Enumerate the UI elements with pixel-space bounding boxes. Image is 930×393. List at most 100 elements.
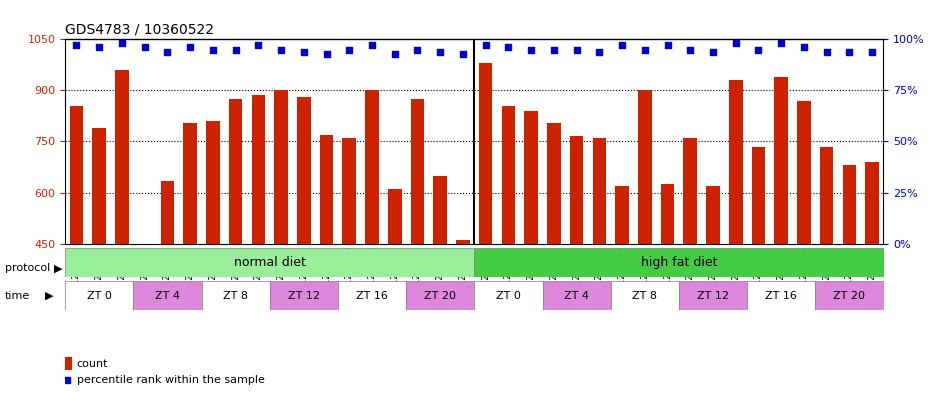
Text: ZT 4: ZT 4	[155, 291, 179, 301]
Point	[842, 48, 857, 55]
Point	[273, 46, 288, 53]
Text: ▶: ▶	[45, 290, 53, 301]
FancyBboxPatch shape	[338, 281, 406, 310]
Point	[569, 46, 584, 53]
Bar	[274, 90, 288, 393]
Bar	[115, 70, 128, 393]
Bar	[183, 123, 197, 393]
Bar	[388, 189, 402, 393]
Bar	[479, 63, 493, 393]
Point	[524, 46, 538, 53]
Bar	[797, 101, 811, 393]
Text: count: count	[76, 358, 108, 369]
Point	[501, 44, 516, 51]
FancyBboxPatch shape	[474, 248, 884, 277]
Point	[456, 50, 471, 57]
FancyBboxPatch shape	[202, 281, 270, 310]
Point	[92, 44, 107, 51]
Bar	[660, 184, 674, 393]
Point	[660, 42, 675, 49]
Bar	[65, 357, 73, 369]
Bar	[843, 165, 857, 393]
Bar	[297, 97, 311, 393]
Point	[728, 40, 743, 46]
Bar	[525, 111, 538, 393]
Bar	[820, 147, 833, 393]
FancyBboxPatch shape	[611, 281, 679, 310]
FancyBboxPatch shape	[474, 281, 542, 310]
Bar	[616, 186, 629, 393]
Bar	[547, 123, 561, 393]
Bar	[751, 147, 765, 393]
Point	[228, 46, 243, 53]
FancyBboxPatch shape	[406, 281, 474, 310]
FancyBboxPatch shape	[747, 281, 816, 310]
Bar	[365, 90, 379, 393]
Point	[774, 40, 789, 46]
Text: ZT 20: ZT 20	[833, 291, 866, 301]
Text: ▶: ▶	[54, 263, 62, 274]
Text: ZT 0: ZT 0	[496, 291, 521, 301]
Point	[114, 40, 129, 46]
Bar	[501, 106, 515, 393]
Text: protocol: protocol	[5, 263, 50, 274]
Point	[751, 46, 766, 53]
Point	[206, 46, 220, 53]
Text: ZT 16: ZT 16	[356, 291, 388, 301]
Point	[796, 44, 811, 51]
Point	[547, 46, 562, 53]
Bar	[729, 80, 742, 393]
Point	[819, 48, 834, 55]
Bar	[251, 95, 265, 393]
Text: high fat diet: high fat diet	[641, 256, 717, 269]
Text: ZT 8: ZT 8	[223, 291, 248, 301]
Bar	[229, 99, 243, 393]
Bar	[92, 128, 106, 393]
Point	[591, 48, 606, 55]
FancyBboxPatch shape	[270, 281, 338, 310]
Bar	[592, 138, 606, 393]
Point	[182, 44, 197, 51]
Bar	[638, 90, 652, 393]
Bar	[161, 181, 174, 393]
Bar	[865, 162, 879, 393]
Point	[319, 50, 334, 57]
Point	[683, 46, 698, 53]
Point	[160, 48, 175, 55]
Text: percentile rank within the sample: percentile rank within the sample	[76, 375, 265, 385]
Text: ZT 20: ZT 20	[424, 291, 457, 301]
Text: ZT 16: ZT 16	[765, 291, 797, 301]
Text: ZT 4: ZT 4	[565, 291, 589, 301]
Bar	[206, 121, 219, 393]
Point	[637, 46, 652, 53]
Text: ZT 0: ZT 0	[86, 291, 112, 301]
Text: ZT 12: ZT 12	[697, 291, 729, 301]
Point	[432, 48, 447, 55]
Point	[251, 42, 266, 49]
Text: ZT 8: ZT 8	[632, 291, 658, 301]
Bar	[342, 138, 356, 393]
Point	[69, 42, 84, 49]
Bar	[684, 138, 698, 393]
Point	[138, 44, 153, 51]
Bar	[570, 136, 583, 393]
Bar	[775, 77, 788, 393]
Bar	[706, 186, 720, 393]
Point	[342, 46, 357, 53]
Bar	[411, 99, 424, 393]
Text: ZT 12: ZT 12	[287, 291, 320, 301]
Point	[297, 48, 312, 55]
Point	[387, 50, 402, 57]
Bar	[433, 176, 447, 393]
FancyBboxPatch shape	[133, 281, 202, 310]
Text: time: time	[5, 290, 30, 301]
Bar	[456, 240, 470, 393]
Point	[615, 42, 630, 49]
Point	[410, 46, 425, 53]
FancyBboxPatch shape	[542, 281, 611, 310]
Text: GDS4783 / 10360522: GDS4783 / 10360522	[65, 23, 214, 37]
Point	[478, 42, 493, 49]
Bar	[138, 244, 152, 393]
Point	[365, 42, 379, 49]
Point	[865, 48, 880, 55]
